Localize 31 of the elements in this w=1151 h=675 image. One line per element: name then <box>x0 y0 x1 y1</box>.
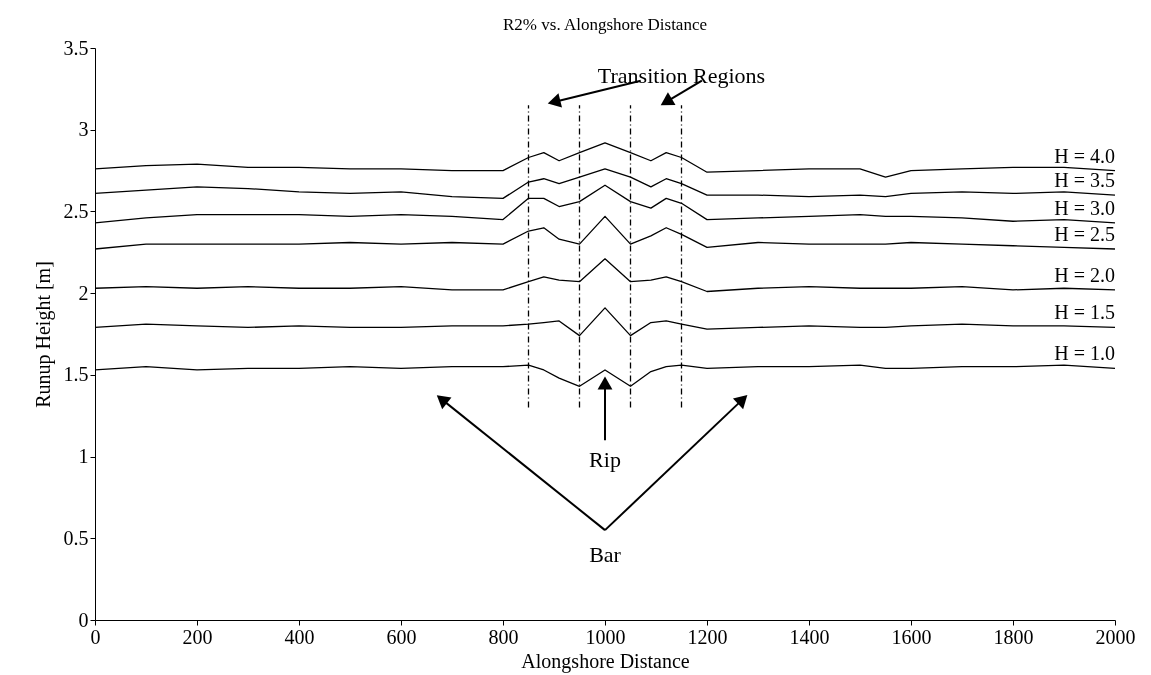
x-tick-label: 600 <box>386 625 417 648</box>
y-tick-label: 3 <box>78 118 89 141</box>
y-tick-label: 1 <box>78 445 89 468</box>
y-tick-label: 0 <box>78 608 89 631</box>
x-tick-label: 200 <box>182 625 213 648</box>
x-tick-label: 1800 <box>993 625 1034 648</box>
chart-title: R2% vs. Alongshore Distance <box>503 15 707 34</box>
y-tick-label: 3.5 <box>63 36 89 59</box>
y-axis-title: Runup Height [m] <box>31 261 55 408</box>
x-tick-label: 1400 <box>789 625 830 648</box>
annotation: Bar <box>589 541 622 567</box>
series-label: H = 4.0 <box>1054 144 1115 167</box>
series-label: H = 1.0 <box>1054 342 1115 365</box>
y-tick-label: 0.5 <box>63 526 89 549</box>
series-label: H = 3.5 <box>1054 169 1115 192</box>
y-tick-label: 1.5 <box>63 363 89 386</box>
series-label: H = 2.0 <box>1054 263 1115 286</box>
x-tick-label: 1000 <box>585 625 626 648</box>
x-tick-label: 2000 <box>1095 625 1136 648</box>
series-label: H = 2.5 <box>1054 223 1115 246</box>
series-label: H = 1.5 <box>1054 301 1115 324</box>
x-tick-label: 1600 <box>891 625 932 648</box>
y-tick-label: 2 <box>78 281 89 304</box>
annotation: Transition Regions <box>597 62 766 88</box>
x-tick-label: 800 <box>488 625 519 648</box>
x-axis-title: Alongshore Distance <box>521 649 690 673</box>
x-tick-label: 400 <box>284 625 315 648</box>
series-label: H = 3.0 <box>1054 196 1115 219</box>
annotation: Rip <box>589 446 621 472</box>
x-tick-label: 1200 <box>687 625 728 648</box>
y-tick-label: 2.5 <box>63 199 89 222</box>
